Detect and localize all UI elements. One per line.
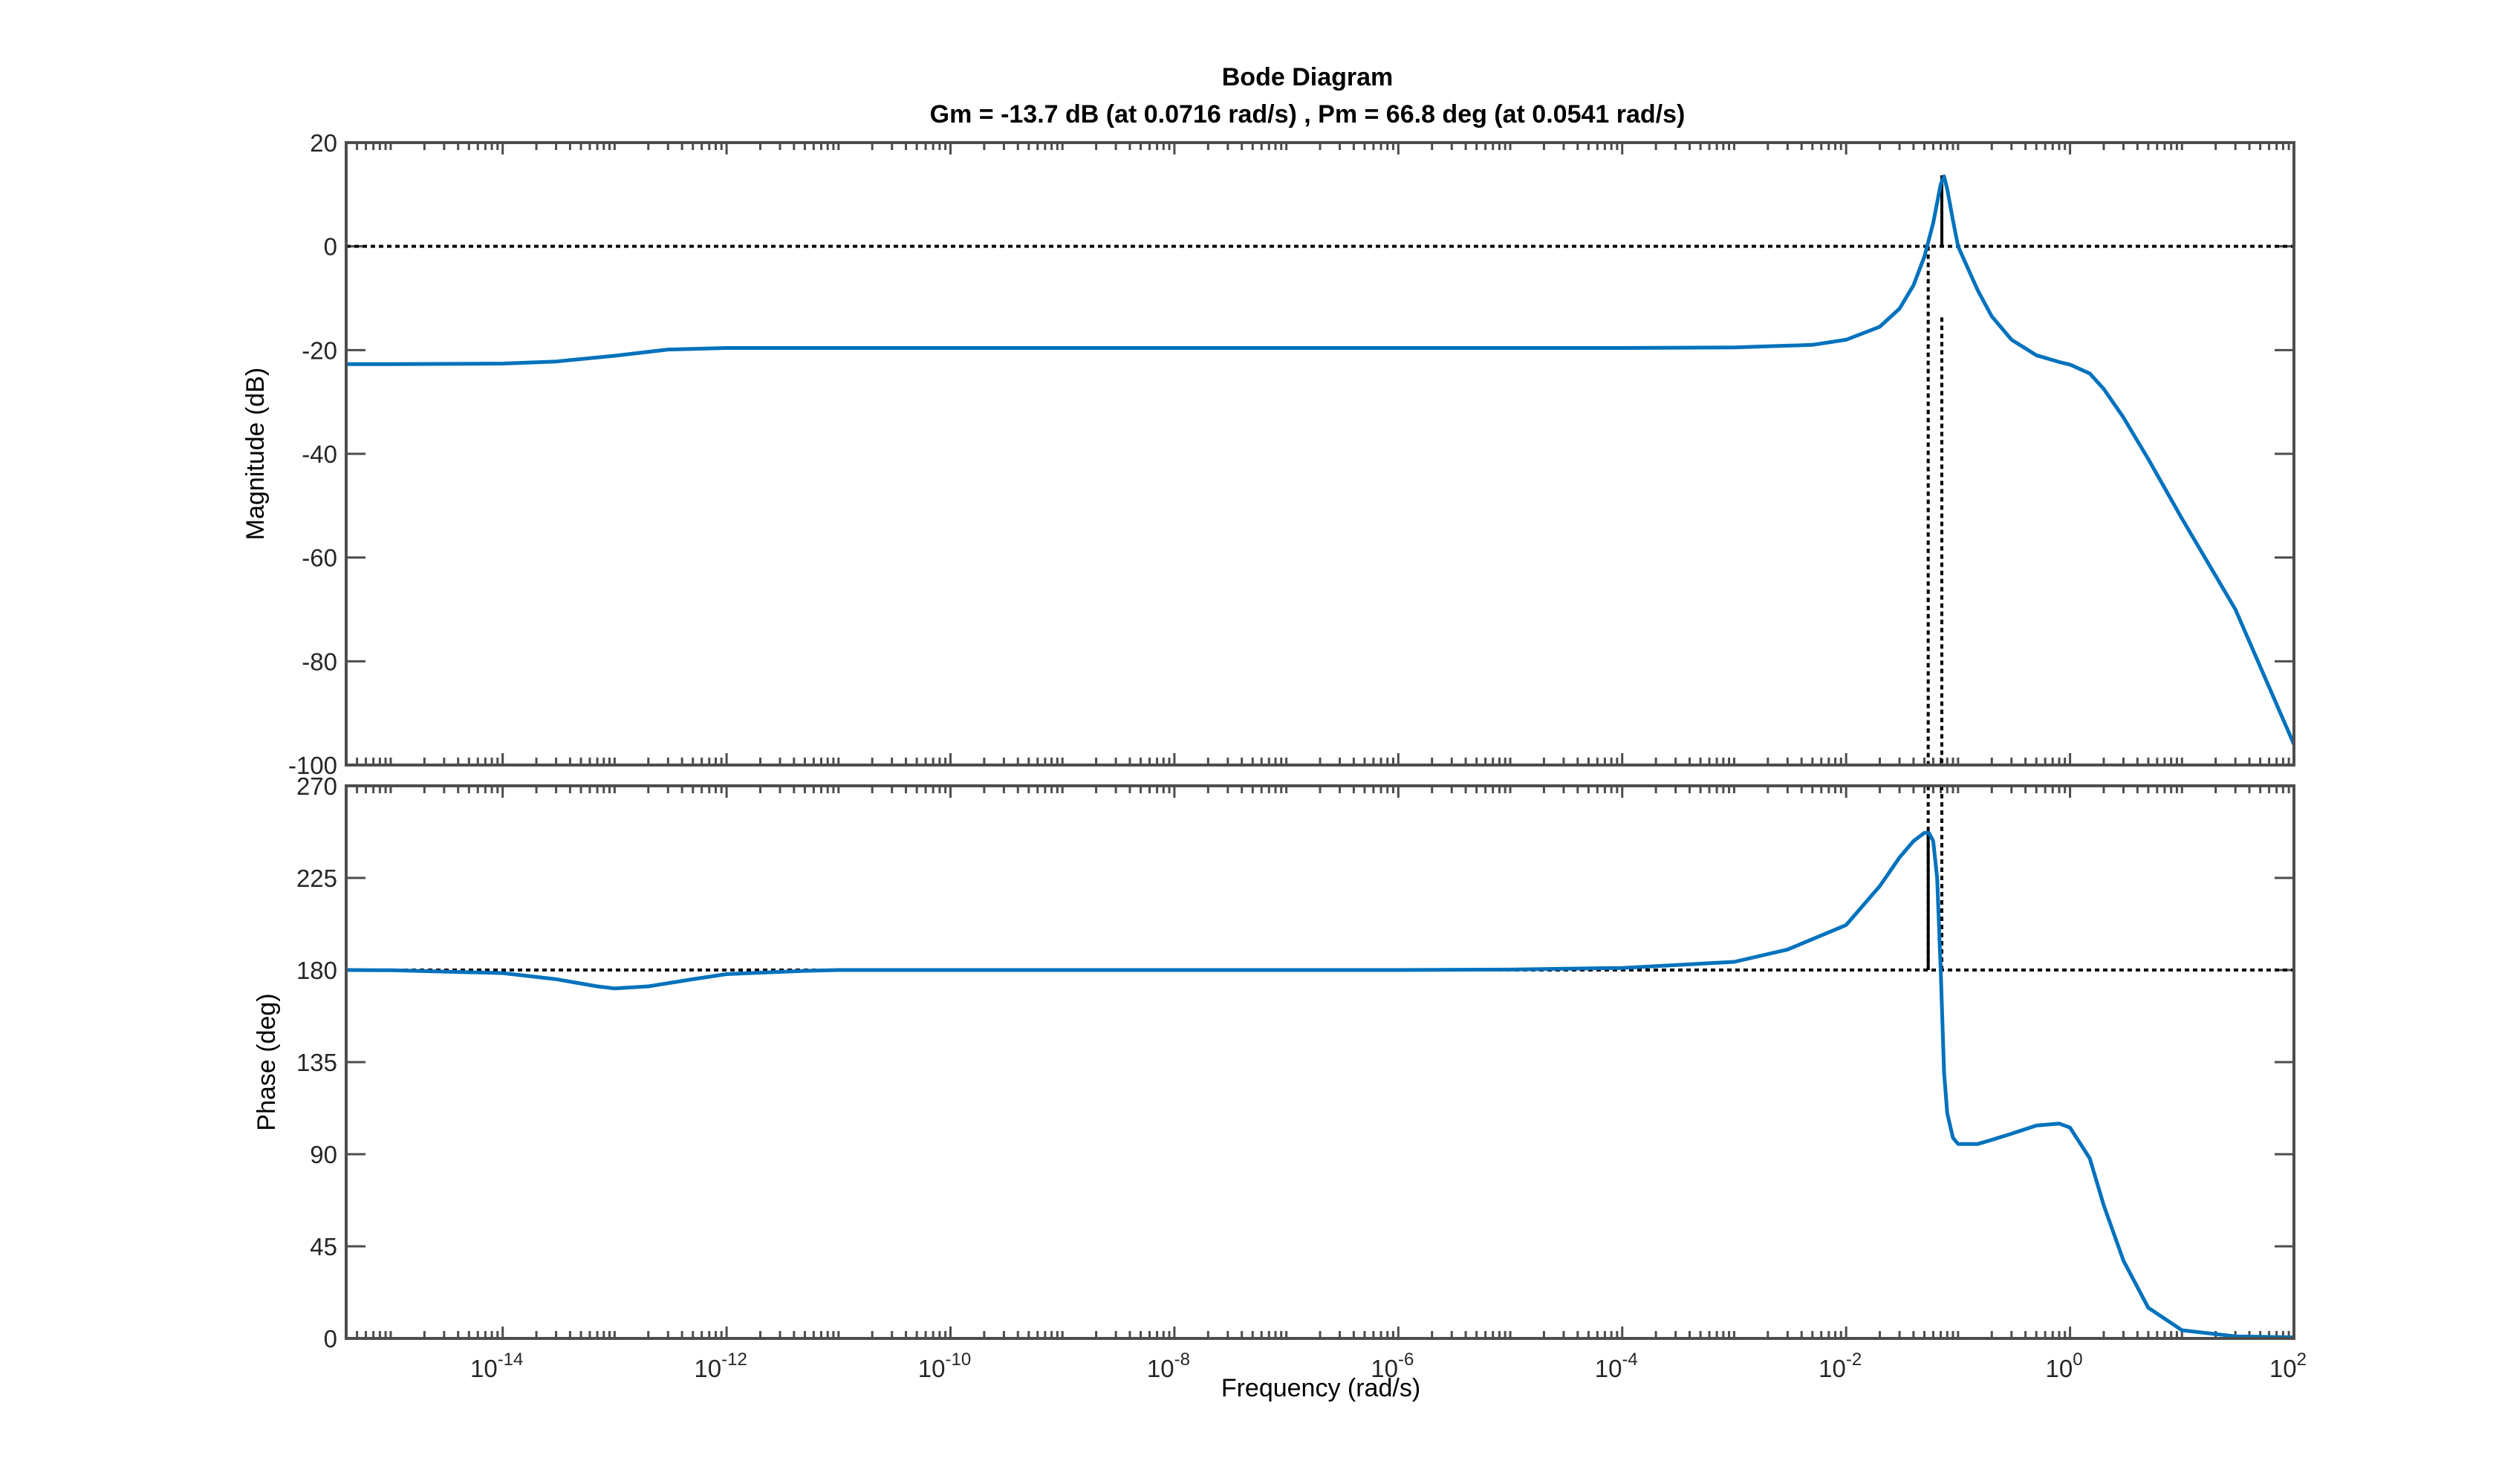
x-tick-exponent: -6 (1398, 1350, 1414, 1370)
y-tick-label: 180 (296, 957, 337, 984)
phase-series-line (345, 830, 2295, 1340)
magnitude-plot-area (346, 143, 2294, 765)
x-tick-exponent: -14 (498, 1350, 524, 1370)
x-tick-label: 10-8 (1147, 1350, 1190, 1382)
x-tick-label: 10-10 (918, 1350, 971, 1382)
x-tick-label: 100 (2046, 1350, 2083, 1382)
x-tick-base: 10 (918, 1355, 946, 1382)
x-tick-label: 102 (2269, 1350, 2307, 1382)
y-tick-label: -60 (302, 544, 337, 572)
x-tick-exponent: -4 (1622, 1350, 1637, 1370)
x-tick-base: 10 (1371, 1355, 1398, 1382)
phase-axes: 270 225 180 135 90 45 0 Phase (deg) (253, 772, 2295, 1353)
x-tick-label: 10-14 (470, 1350, 523, 1382)
x-tick-exponent: 2 (2297, 1350, 2307, 1370)
y-tick-label: 90 (310, 1141, 337, 1168)
magnitude-ylabel: Magnitude (dB) (241, 368, 270, 540)
x-tick-base: 10 (1819, 1355, 1846, 1382)
y-tick-label: 0 (324, 1325, 337, 1353)
y-tick-label: 135 (296, 1049, 337, 1076)
x-axis-label: Frequency (rad/s) (1221, 1374, 1420, 1402)
y-tick-label: -80 (302, 648, 337, 675)
phase-axes-box (345, 784, 2295, 1340)
x-tick-exponent: -10 (946, 1350, 972, 1370)
y-tick-label: 270 (296, 772, 337, 800)
x-tick-label: 10-12 (694, 1350, 747, 1382)
x-tick-exponent: -8 (1174, 1350, 1190, 1370)
magnitude-axes: 20 0 -20 -40 -60 -80 -100 Magnitude (dB) (241, 129, 2296, 779)
magnitude-axes-box (345, 141, 2295, 767)
x-tick-label: 10-2 (1819, 1350, 1862, 1382)
x-tick-base: 10 (470, 1355, 498, 1382)
x-tick-base: 10 (2046, 1355, 2073, 1382)
x-tick-exponent: 0 (2073, 1350, 2082, 1370)
x-tick-exponent: -12 (721, 1350, 747, 1370)
y-tick-label: -100 (288, 752, 337, 779)
phase-margin-markers (1926, 786, 1944, 970)
y-tick-label: -20 (302, 336, 337, 364)
x-tick-exponent: -2 (1846, 1350, 1862, 1370)
chart-subtitle: Gm = -13.7 dB (at 0.0716 rad/s) , Pm = 6… (930, 100, 1686, 128)
x-tick-base: 10 (1595, 1355, 1622, 1382)
y-tick-label: 225 (296, 865, 337, 892)
x-tick-base: 10 (694, 1355, 721, 1382)
y-tick-label: 20 (310, 129, 337, 157)
y-tick-label: 0 (324, 233, 337, 261)
x-tick-base: 10 (1147, 1355, 1174, 1382)
phase-plot-area (346, 786, 2294, 1338)
chart-title: Bode Diagram (1222, 63, 1394, 91)
x-tick-labels: 10-14 10-12 10-10 10-8 10-6 10-4 10-2 100 102 (470, 1350, 2307, 1382)
y-tick-label: 45 (310, 1233, 337, 1260)
phase-ylabel: Phase (deg) (253, 993, 281, 1130)
y-tick-label: -40 (302, 440, 337, 468)
x-tick-base: 10 (2269, 1355, 2297, 1382)
magnitude-series-line (346, 174, 2296, 746)
x-tick-label: 10-6 (1371, 1350, 1414, 1382)
x-tick-label: 10-4 (1595, 1350, 1638, 1382)
